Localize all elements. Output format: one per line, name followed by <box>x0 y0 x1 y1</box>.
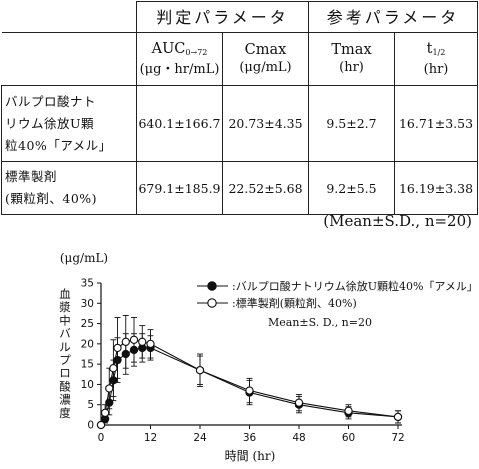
legend-note: Mean±S. D., n=20 <box>268 316 372 329</box>
legend-label: :バルプロ酸ナトリウム徐放U顆粒40%「アメル」 <box>232 279 478 293</box>
x-tick-label: 60 <box>342 432 355 444</box>
data-point <box>109 364 118 373</box>
y-tick-label: 10 <box>81 379 94 391</box>
y-axis-label-char: 漿 <box>59 300 71 314</box>
legend-label: :標準製剤(顆粒剤、40%) <box>232 296 357 310</box>
y-axis-label-char: 中 <box>59 313 71 327</box>
data-point <box>245 386 254 395</box>
y-tick-label: 15 <box>81 359 94 371</box>
y-tick-label: 5 <box>87 399 94 411</box>
y-axis-label-char: 酸 <box>59 379 71 393</box>
data-point <box>100 408 110 417</box>
y-tick-label: 25 <box>81 318 94 330</box>
table-row: 標準製剤 (顆粒剤、40%) 679.1±185.9 22.52±5.68 9.… <box>1 161 478 215</box>
x-tick-label: 12 <box>144 432 157 444</box>
y-tick-label: 35 <box>81 278 94 290</box>
x-tick-label: 24 <box>193 432 207 444</box>
data-point <box>105 384 114 393</box>
column-header-tmax: Tmax (hr) <box>308 32 395 86</box>
y-axis-label-char: ル <box>59 340 71 354</box>
table-cell: 16.19±3.38 <box>394 161 478 215</box>
table-cell: 9.5±2.7 <box>308 85 395 162</box>
data-point <box>121 337 130 346</box>
x-tick-label: 36 <box>243 432 257 444</box>
data-point <box>129 335 139 344</box>
data-point <box>146 339 155 349</box>
x-axis-label: 時間 (hr) <box>225 449 276 463</box>
x-tick-label: 48 <box>292 432 305 444</box>
y-tick-label: 30 <box>81 298 94 310</box>
legend-marker <box>207 298 217 308</box>
pk-parameter-table: 判定パラメータ 参考パラメータ AUC0→72 (μg・hr/mL) Cmax … <box>1 1 478 215</box>
y-axis-label-char: プ <box>59 353 71 367</box>
data-point <box>138 337 147 346</box>
y-axis-label-char: 度 <box>59 406 71 420</box>
y-axis-unit: (μg/mL) <box>60 251 108 265</box>
y-axis-label-char: 濃 <box>59 393 71 407</box>
x-tick-label: 0 <box>98 432 105 444</box>
data-point <box>113 343 122 353</box>
table-cell: 679.1±185.9 <box>136 161 223 215</box>
chart-legend: :バルプロ酸ナトリウム徐放U顆粒40%「アメル」 :標準製剤(顆粒剤、40%) Me… <box>197 279 478 329</box>
data-point <box>393 412 403 422</box>
group-header-reference: 参考パラメータ <box>308 1 478 33</box>
y-axis-label-char: 血 <box>59 287 71 301</box>
x-tick-label: 72 <box>391 432 404 444</box>
column-header-cmax: Cmax (μg/mL) <box>222 32 309 86</box>
chart-series <box>96 315 403 430</box>
y-tick-label: 0 <box>87 420 94 432</box>
table-cell: 640.1±166.7 <box>136 85 223 162</box>
data-point <box>96 420 106 430</box>
data-point <box>294 398 304 407</box>
y-axis-label-char: ロ <box>59 366 71 380</box>
y-axis-label-char: バ <box>59 327 71 341</box>
column-header-thalf: t1/2 (hr) <box>394 32 478 86</box>
series-reference <box>96 315 403 430</box>
y-tick-label: 20 <box>81 338 94 350</box>
table-cell: 16.71±3.53 <box>394 85 478 162</box>
table-cell: 22.52±5.68 <box>222 161 309 215</box>
column-header-auc: AUC0→72 (μg・hr/mL) <box>136 32 223 86</box>
data-point <box>195 366 205 375</box>
table-note: (Mean±S.D., n=20) <box>323 212 472 230</box>
data-point <box>344 406 353 415</box>
legend-marker <box>207 281 217 291</box>
table-cell: 20.73±4.35 <box>222 85 309 162</box>
